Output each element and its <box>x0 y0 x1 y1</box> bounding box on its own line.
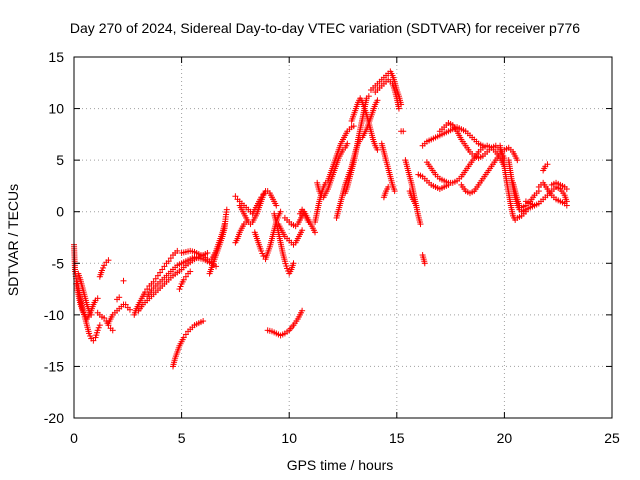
data-point <box>152 275 159 282</box>
data-point <box>116 294 123 301</box>
data-point <box>421 260 428 267</box>
data-point <box>109 327 116 334</box>
data-point <box>344 140 351 147</box>
data-point <box>150 278 157 285</box>
data-point <box>544 161 551 168</box>
y-axis-label: SDTVAR / TECUs <box>5 184 21 296</box>
data-point <box>142 289 149 296</box>
data-point <box>417 221 424 228</box>
data-point <box>413 202 420 209</box>
data-point <box>273 202 280 209</box>
data-point <box>187 268 194 275</box>
data-point <box>299 307 306 314</box>
x-tick-label: 25 <box>604 430 620 446</box>
x-tick-label: 20 <box>497 430 513 446</box>
data-point <box>126 306 133 313</box>
data-point <box>284 265 291 272</box>
data-point <box>144 286 151 293</box>
data-point <box>87 333 94 340</box>
data-point <box>305 219 312 226</box>
data-point <box>350 123 357 130</box>
data-point <box>98 267 105 274</box>
data-point <box>374 97 381 104</box>
data-point <box>101 262 108 269</box>
data-point <box>95 324 102 331</box>
x-tick-label: 0 <box>70 430 78 446</box>
data-point <box>120 277 127 284</box>
data-point <box>180 276 187 283</box>
data-point <box>177 283 184 290</box>
data-point <box>258 247 265 254</box>
data-point <box>161 263 168 270</box>
y-tick-label: 0 <box>56 204 64 220</box>
data-point <box>96 322 103 329</box>
data-point <box>100 264 107 271</box>
data-point <box>157 269 164 276</box>
data-point <box>277 208 284 215</box>
data-point <box>174 247 181 254</box>
plot-frame <box>73 56 613 419</box>
y-tick-label: 15 <box>48 49 64 65</box>
data-point <box>159 266 166 273</box>
x-tick-label: 5 <box>178 430 186 446</box>
data-point <box>312 229 319 236</box>
data-point <box>223 206 230 213</box>
axis-ticks: 0 5 10 15 20 25 -20 -15 -10 -5 0 5 10 15 <box>44 49 620 446</box>
data-point <box>563 202 570 209</box>
data-point <box>94 295 101 302</box>
y-tick-label: -15 <box>44 358 64 374</box>
data-point <box>167 255 174 262</box>
data-point <box>259 250 266 257</box>
data-point <box>374 146 381 153</box>
data-point <box>232 193 239 200</box>
data-point <box>154 272 161 279</box>
y-tick-label: -5 <box>52 255 65 271</box>
data-point <box>105 257 112 264</box>
data-point <box>94 327 101 334</box>
y-tick-label: 5 <box>56 152 64 168</box>
data-point <box>165 258 172 265</box>
data-point <box>122 301 129 308</box>
data-point <box>299 227 306 234</box>
data-point <box>260 253 267 260</box>
data-point <box>365 93 372 100</box>
data-point <box>391 188 398 195</box>
y-tick-label: -10 <box>44 307 64 323</box>
grid-lines <box>74 57 612 418</box>
data-point <box>88 311 95 318</box>
data-point <box>101 314 108 321</box>
data-point <box>385 183 392 190</box>
data-point <box>221 221 228 228</box>
data-point <box>86 330 93 337</box>
data-point <box>182 331 189 338</box>
data-point <box>400 128 407 135</box>
data-point <box>204 249 211 256</box>
data-point <box>182 273 189 280</box>
y-tick-label: 10 <box>48 101 64 117</box>
data-point <box>213 263 220 270</box>
x-axis-label: GPS time / hours <box>287 457 394 473</box>
data-point <box>176 286 183 293</box>
chart-title: Day 270 of 2024, Sidereal Day-to-day VTE… <box>70 20 580 36</box>
y-tick-label: -20 <box>44 410 64 426</box>
x-tick-label: 10 <box>281 430 297 446</box>
data-point <box>200 318 207 325</box>
data-points <box>71 68 570 370</box>
x-tick-label: 15 <box>389 430 405 446</box>
data-point <box>563 186 570 193</box>
data-point <box>395 105 402 112</box>
data-point <box>90 337 97 344</box>
data-point <box>290 260 297 267</box>
data-point <box>180 334 187 341</box>
data-point <box>514 157 521 164</box>
